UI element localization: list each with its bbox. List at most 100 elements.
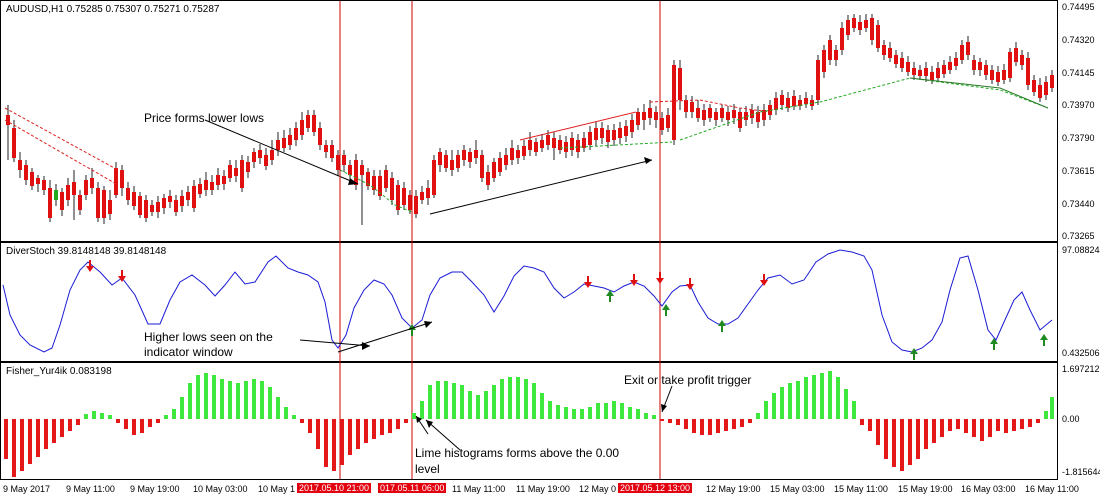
candle-body	[216, 175, 220, 185]
candle-body	[474, 150, 478, 158]
annotation-higher-lows-2: indicator window	[144, 345, 233, 359]
candle-body	[378, 176, 382, 196]
candle-body	[168, 196, 172, 202]
candle-body	[138, 196, 142, 215]
candle-body	[414, 196, 418, 214]
fisher-histogram-bar	[300, 419, 304, 423]
annotation-arrow	[425, 419, 461, 451]
fisher-histogram-bar	[356, 419, 360, 449]
candle-body	[282, 138, 286, 148]
fisher-histogram-bar	[188, 383, 192, 419]
fisher-histogram-bar	[268, 387, 272, 419]
fisher-pane[interactable]: Fisher_Yur4ik 0.083198	[0, 362, 1058, 480]
dashed-trendline	[679, 77, 1049, 141]
candle-body	[558, 140, 562, 150]
fisher-histogram-bar	[804, 377, 808, 419]
candle-body	[942, 65, 946, 74]
candle-body	[480, 155, 484, 178]
price-tick: 0.73615	[1062, 166, 1095, 176]
fisher-histogram-bar	[636, 409, 640, 419]
fisher-histogram-bar	[812, 375, 816, 419]
fisher-histogram-bar	[308, 419, 312, 433]
candle-body	[540, 140, 544, 148]
fisher-histogram-bar	[540, 393, 544, 419]
fisher-histogram-bar	[556, 405, 560, 419]
fisher-histogram-bar	[332, 419, 336, 471]
candle-body	[444, 155, 448, 168]
diverstoch-line	[2, 249, 1053, 353]
candle-body	[768, 105, 772, 115]
candle-body	[1020, 55, 1024, 65]
fisher-histogram-bar	[972, 419, 976, 437]
fisher-histogram-bar	[84, 414, 88, 419]
candle-body	[96, 188, 100, 218]
fisher-histogram-bar	[180, 397, 184, 419]
candle-body	[630, 120, 634, 132]
fisher-histogram-bar	[748, 419, 752, 423]
fisher-header: Fisher_Yur4ik 0.083198	[6, 366, 112, 377]
fisher-histogram-bar	[484, 391, 488, 419]
candle-body	[78, 195, 82, 210]
buy-arrow-icon	[1040, 334, 1048, 340]
candle-body	[396, 185, 400, 210]
candle-body	[696, 108, 700, 118]
candle-body	[126, 188, 130, 200]
candle-body	[180, 196, 184, 206]
fisher-y-axis: 1.697212 0.00 -1.815644	[1058, 362, 1100, 480]
candle-body	[228, 165, 232, 178]
fisher-histogram-bar	[444, 381, 448, 419]
time-tick: 16 May 03:00	[961, 484, 1016, 494]
annotation-arrow	[204, 119, 359, 185]
fisher-histogram-bar	[628, 407, 632, 419]
fisher-histogram-bar	[372, 419, 376, 439]
fisher-histogram-bar	[92, 411, 96, 419]
fisher-histogram-bar	[500, 379, 504, 419]
dashed-trendline	[339, 169, 413, 213]
annotation-higher-lows: Higher lows seen on the	[144, 330, 273, 344]
sell-arrow-icon	[86, 266, 94, 272]
candle-body	[1026, 58, 1030, 85]
fisher-histogram-bar	[532, 383, 536, 419]
fisher-histogram-bar	[900, 419, 904, 471]
candle-body	[888, 48, 892, 58]
fisher-histogram-bar	[1044, 411, 1048, 419]
time-tick: 9 May 19:00	[130, 484, 180, 494]
price-tick: 0.73790	[1062, 133, 1095, 143]
fisher-histogram-bar	[68, 419, 72, 431]
candle-body	[864, 20, 868, 28]
price-tick: 0.73970	[1062, 100, 1095, 110]
dashed-trendline	[4, 107, 119, 171]
fisher-histogram-bar	[740, 419, 744, 427]
fisher-histogram-bar	[964, 419, 968, 433]
time-tick: 10 May 1	[258, 484, 296, 494]
fisher-histogram-bar	[1050, 397, 1054, 419]
candle-body	[312, 115, 316, 132]
dashed-trendline	[559, 141, 673, 149]
candle-body	[438, 152, 442, 165]
fisher-histogram-bar	[708, 419, 712, 435]
candle-body	[786, 98, 790, 108]
fisher-histogram-bar	[684, 419, 688, 429]
diverstoch-tick: 0.432506	[1062, 348, 1100, 358]
candle-body	[612, 130, 616, 140]
candle-body	[804, 98, 808, 104]
candle-body	[156, 202, 160, 212]
fisher-histogram-bar	[236, 383, 240, 419]
candle-body	[72, 182, 76, 195]
candle-body	[594, 128, 598, 140]
candle-body	[516, 150, 520, 158]
candle-body	[504, 155, 508, 165]
diverstoch-pane[interactable]: DiverStoch 39.8148148 39.8148148	[0, 242, 1058, 362]
candle-body	[720, 108, 724, 118]
candle-body	[288, 135, 292, 145]
fisher-histogram-bar	[364, 419, 368, 443]
fisher-histogram-bar	[284, 407, 288, 419]
candle-body	[684, 100, 688, 112]
fisher-histogram-bar	[940, 419, 944, 437]
fisher-histogram-bar	[244, 381, 248, 419]
candle-body	[918, 70, 922, 76]
fisher-histogram-bar	[1020, 419, 1024, 429]
fisher-histogram-bar	[44, 419, 48, 449]
dashed-trendline	[4, 119, 119, 186]
fisher-histogram-bar	[508, 377, 512, 419]
